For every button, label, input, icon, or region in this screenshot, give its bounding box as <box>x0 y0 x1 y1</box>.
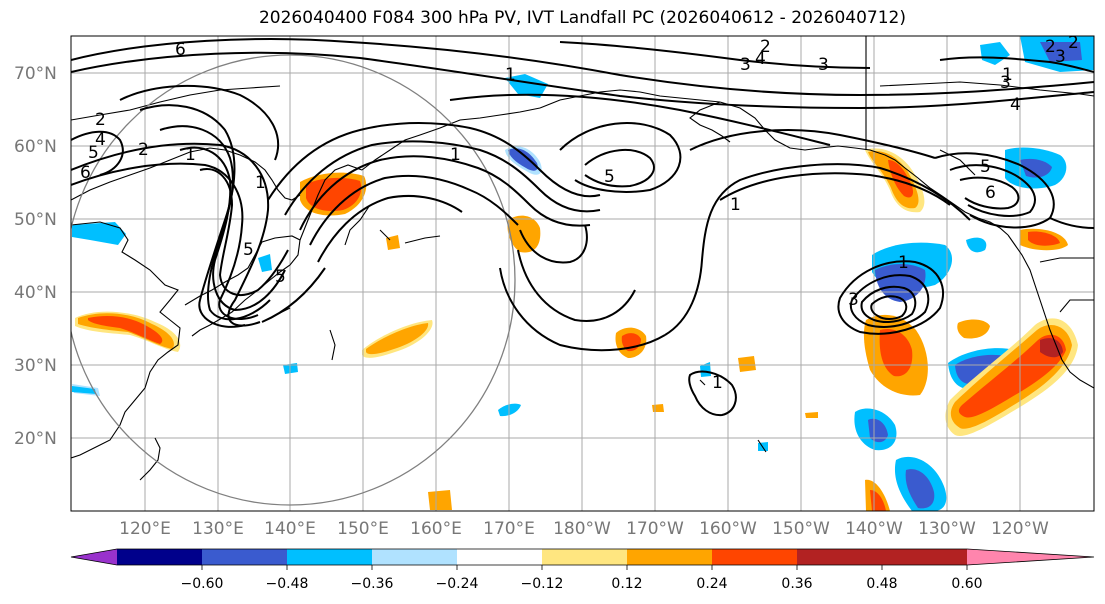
colorbar-tick-label: 0.48 <box>866 576 897 592</box>
contour-label: 5 <box>980 157 991 177</box>
colorbar-tick-label: −0.60 <box>181 576 224 592</box>
colorbar-swatch <box>117 549 202 565</box>
contour-label: 3 <box>848 290 859 310</box>
contour-label: 2 <box>138 140 149 160</box>
colorbar-tick-label: −0.24 <box>436 576 479 592</box>
colorbar-tick-label: 0.60 <box>951 576 982 592</box>
map-frame <box>70 35 1095 512</box>
colorbar-extend-low <box>71 549 117 565</box>
contour-label: 2 <box>760 37 771 57</box>
contour-label: 3 <box>818 55 829 75</box>
map-title: 2026040400 F084 300 hPa PV, IVT Landfall… <box>258 8 906 28</box>
contour-label: 1 <box>1002 65 1013 85</box>
range-circle <box>71 54 516 506</box>
lat-label: 60°N <box>14 137 57 157</box>
contour-label: 5 <box>275 267 286 287</box>
colorbar-swatch <box>372 549 457 565</box>
colorbar-swatch <box>202 549 287 565</box>
colorbar-swatch <box>797 549 882 565</box>
colorbar-tick-label: 0.36 <box>781 576 812 592</box>
contour-label: 1 <box>712 373 723 393</box>
contour-label: 5 <box>604 167 615 187</box>
lat-label: 30°N <box>14 356 57 376</box>
longitude-labels: 120°E 130°E 140°E 150°E 160°E 170°E 180°… <box>119 519 1049 539</box>
lon-label: 160°E <box>410 519 462 539</box>
contour-label: 2 <box>1068 33 1079 53</box>
colorbar-extend-high <box>967 549 1094 565</box>
contour-label: 4 <box>95 130 106 150</box>
lat-label: 20°N <box>14 429 57 449</box>
ivt-shading <box>72 36 1094 511</box>
lon-label: 140°W <box>845 519 903 539</box>
lon-label: 150°E <box>337 519 389 539</box>
colorbar-outline <box>70 548 1095 566</box>
colorbar-swatch <box>542 549 627 565</box>
colorbar: −0.60 −0.48 −0.36 −0.24 −0.12 0.12 0.24 … <box>70 548 1095 592</box>
contour-label: 5 <box>88 143 99 163</box>
lat-label: 50°N <box>14 210 57 230</box>
colorbar-tick-label: −0.48 <box>266 576 309 592</box>
contour-label: 3 <box>1000 73 1011 93</box>
lon-label: 160°W <box>699 519 757 539</box>
colorbar-swatch <box>287 549 372 565</box>
lon-label: 150°W <box>772 519 830 539</box>
contour-label: 4 <box>1010 95 1021 115</box>
map-plot-area: 2 2 3 4 5 6 1 2 3 4 5 6 3 2 3 4 1 5 1 5 <box>70 33 1095 512</box>
colorbar-tick-label: −0.36 <box>351 576 394 592</box>
colorbar-swatch <box>712 549 797 565</box>
contour-label: 1 <box>450 145 461 165</box>
contour-label: 1 <box>185 145 196 165</box>
colorbar-tick-label: 0.12 <box>611 576 642 592</box>
graticule <box>71 36 1094 511</box>
lon-label: 120°W <box>991 519 1049 539</box>
contour-label: 1 <box>898 253 909 273</box>
contour-label: 5 <box>243 240 254 260</box>
contour-labels: 2 2 3 4 5 6 1 2 3 4 5 6 3 2 3 4 1 5 1 5 <box>80 33 1079 393</box>
lon-label: 130°E <box>192 519 244 539</box>
coastlines <box>71 36 1094 481</box>
contour-label: 2 <box>95 110 106 130</box>
contour-label: 6 <box>80 163 91 183</box>
lon-label: 120°E <box>119 519 171 539</box>
latitude-labels: 70°N 60°N 50°N 40°N 30°N 20°N <box>14 64 57 449</box>
lon-label: 130°W <box>918 519 976 539</box>
lon-label: 140°E <box>264 519 316 539</box>
contour-label: 1 <box>505 65 516 85</box>
contour-label: 3 <box>740 55 751 75</box>
contour-label: 4 <box>755 49 766 69</box>
colorbar-tick-label: −0.12 <box>521 576 564 592</box>
lon-label: 170°W <box>626 519 684 539</box>
colorbar-swatch <box>627 549 712 565</box>
lat-label: 70°N <box>14 64 57 84</box>
lon-label: 170°E <box>483 519 535 539</box>
contour-label: 6 <box>175 40 186 60</box>
lat-label: 40°N <box>14 283 57 303</box>
lon-label: 180°W <box>553 519 611 539</box>
pv-contours <box>71 38 1094 417</box>
colorbar-swatch <box>882 549 967 565</box>
contour-label: 2 <box>1045 37 1056 57</box>
contour-label: 3 <box>1055 47 1066 67</box>
colorbar-swatch <box>457 549 542 565</box>
colorbar-tick-label: 0.24 <box>696 576 727 592</box>
contour-label: 1 <box>730 195 741 215</box>
contour-label: 1 <box>255 173 266 193</box>
contour-label: 6 <box>985 183 996 203</box>
